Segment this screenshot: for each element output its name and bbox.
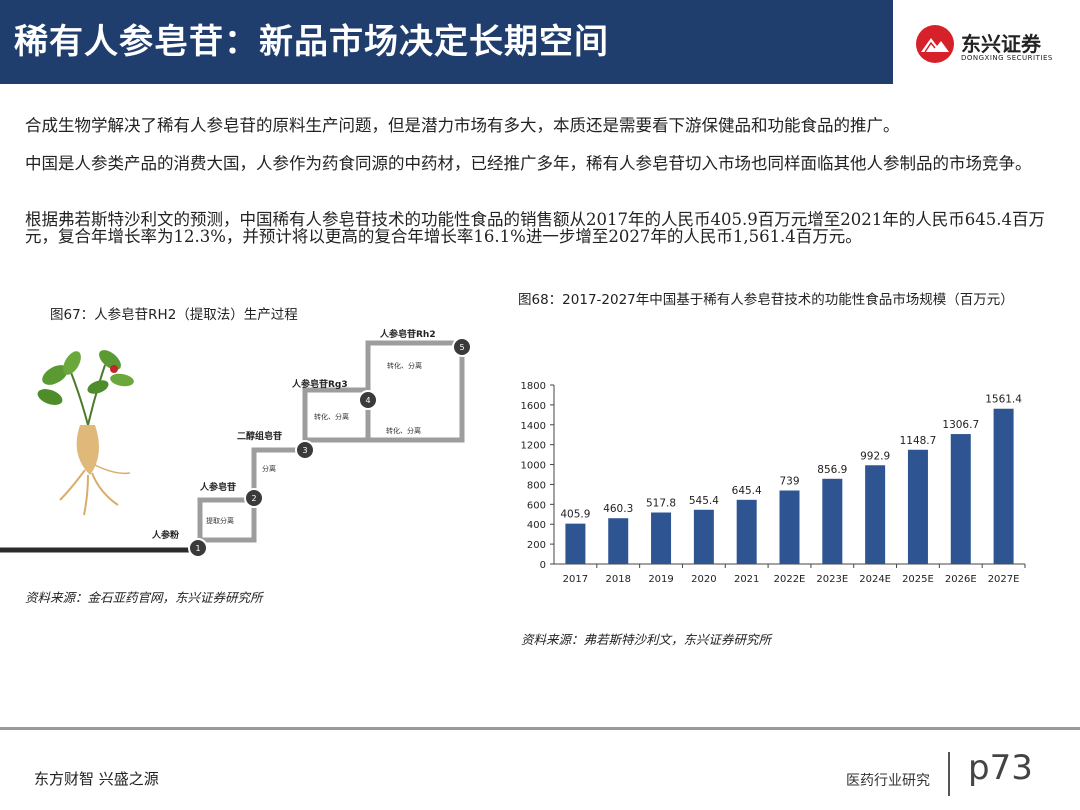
figure67-title: 图67：人参皂苷RH2（提取法）生产过程 bbox=[50, 307, 298, 323]
step-1-number: 1 bbox=[195, 544, 200, 553]
bar-2018 bbox=[608, 518, 629, 564]
data-label-2021: 645.4 bbox=[732, 485, 762, 497]
data-label-2020: 545.4 bbox=[689, 495, 719, 507]
x-tick-label-2020: 2020 bbox=[691, 574, 716, 585]
footer-separator bbox=[948, 752, 950, 796]
footer-divider bbox=[0, 727, 1080, 730]
x-tick-label-2018: 2018 bbox=[606, 574, 631, 585]
step-5-number: 5 bbox=[459, 343, 464, 352]
bar-2023E bbox=[822, 478, 843, 564]
page-number: p73 bbox=[968, 748, 1033, 788]
step-2-marker: 2 bbox=[244, 488, 264, 508]
process-label-5: 转化、分离 bbox=[387, 361, 422, 370]
data-label-2024E: 992.9 bbox=[860, 450, 890, 462]
bar-2025E bbox=[907, 449, 928, 564]
x-tick-label-2023E: 2023E bbox=[816, 574, 848, 585]
bar-2019 bbox=[651, 512, 672, 564]
step-4-marker: 4 bbox=[358, 390, 378, 410]
bar-2017 bbox=[565, 523, 586, 564]
process-label-3: 转化、分离 bbox=[314, 412, 349, 421]
x-tick-label-2019: 2019 bbox=[648, 574, 673, 585]
y-tick-label: 1000 bbox=[521, 461, 546, 472]
x-tick-label-2024E: 2024E bbox=[859, 574, 891, 585]
y-tick-label: 1600 bbox=[521, 401, 546, 412]
figure67-source: 资料来源：金石亚药官网，东兴证券研究所 bbox=[25, 590, 263, 605]
paragraph-2: 中国是人参类产品的消费大国，人参作为药食同源的中药材，已经推广多年，稀有人参皂苷… bbox=[25, 154, 1032, 173]
data-label-2025E: 1148.7 bbox=[900, 435, 937, 447]
footer-section: 医药行业研究 bbox=[846, 773, 930, 789]
step-3-number: 3 bbox=[302, 446, 307, 455]
data-label-2026E: 1306.7 bbox=[942, 419, 979, 431]
process-label-4: 转化、分离 bbox=[386, 426, 421, 435]
data-label-2017: 405.9 bbox=[560, 509, 590, 521]
bar-2027E bbox=[993, 408, 1014, 564]
market-size-bar-chart: 0 200 400 600 800 1000 1200 1400 1600 1800 405.9 20… bbox=[521, 381, 1026, 585]
y-tick-label: 800 bbox=[527, 480, 546, 491]
figure68-title: 图68：2017-2027年中国基于稀有人参皂苷技术的功能性食品市场规模（百万元… bbox=[518, 292, 1014, 308]
x-tick-label-2022E: 2022E bbox=[774, 574, 806, 585]
data-label-2022E: 739 bbox=[779, 476, 799, 488]
y-tick-label: 200 bbox=[527, 540, 546, 551]
y-tick-label: 1200 bbox=[521, 441, 546, 452]
step-5-marker: 5 bbox=[452, 337, 472, 357]
step-2-number: 2 bbox=[251, 494, 256, 503]
process-label-2: 分离 bbox=[262, 464, 276, 473]
header-bar: 稀有人参皂苷：新品市场决定长期空间 bbox=[0, 0, 893, 84]
x-tick-label-2027E: 2027E bbox=[988, 574, 1020, 585]
page-title: 稀有人参皂苷：新品市场决定长期空间 bbox=[14, 22, 609, 62]
company-logo: 东兴证券 DONGXING SECURITIES bbox=[893, 0, 1080, 84]
bar-2020 bbox=[693, 509, 714, 564]
bar-2021 bbox=[736, 499, 757, 564]
data-label-2027E: 1561.4 bbox=[985, 394, 1022, 406]
bar-2022E bbox=[779, 490, 800, 564]
data-label-2019: 517.8 bbox=[646, 498, 676, 510]
dongxing-logo-icon bbox=[916, 25, 954, 63]
step-2-label: 人参皂苷 bbox=[199, 481, 236, 493]
step-3-label: 二醇组皂苷 bbox=[237, 430, 282, 442]
y-tick-label: 1400 bbox=[521, 421, 546, 432]
y-tick-label: 400 bbox=[527, 520, 546, 531]
step-1-marker: 1 bbox=[188, 538, 208, 558]
ginseng-plant-icon bbox=[37, 350, 134, 516]
y-tick-label: 0 bbox=[540, 560, 546, 571]
step-5-label: 人参皂苷Rh2 bbox=[379, 328, 436, 340]
data-label-2023E: 856.9 bbox=[817, 464, 847, 476]
paragraph-1: 合成生物学解决了稀有人参皂苷的原料生产问题，但是潜力市场有多大，本质还是需要看下… bbox=[25, 116, 900, 135]
logo-text-cn: 东兴证券 bbox=[961, 32, 1041, 56]
step-4-number: 4 bbox=[365, 396, 370, 405]
step-1-label: 人参粉 bbox=[151, 529, 179, 541]
x-tick-label-2026E: 2026E bbox=[945, 574, 977, 585]
y-tick-label: 1800 bbox=[521, 381, 546, 392]
x-tick-label-2025E: 2025E bbox=[902, 574, 934, 585]
process-label-1: 提取分离 bbox=[206, 516, 234, 525]
footer-slogan: 东方财智 兴盛之源 bbox=[34, 770, 159, 788]
production-process-diagram: 1 2 3 4 5 人参粉 人参皂苷 二醇组皂苷 人参皂苷Rg3 人参皂苷Rh2… bbox=[0, 328, 472, 558]
step-4-label: 人参皂苷Rg3 bbox=[291, 378, 348, 390]
y-tick-label: 600 bbox=[527, 500, 546, 511]
step-3-marker: 3 bbox=[295, 440, 315, 460]
x-tick-label-2021: 2021 bbox=[734, 574, 759, 585]
bar-2024E bbox=[865, 465, 886, 564]
paragraph-3: 根据弗若斯特沙利文的预测，中国稀有人参皂苷技术的功能性食品的销售额从2017年的… bbox=[25, 210, 1045, 246]
bar-2026E bbox=[950, 434, 971, 564]
x-tick-label-2017: 2017 bbox=[563, 574, 588, 585]
logo-text-en: DONGXING SECURITIES bbox=[961, 54, 1053, 62]
figure68-source: 资料来源：弗若斯特沙利文，东兴证券研究所 bbox=[521, 632, 772, 647]
data-label-2018: 460.3 bbox=[603, 503, 633, 515]
